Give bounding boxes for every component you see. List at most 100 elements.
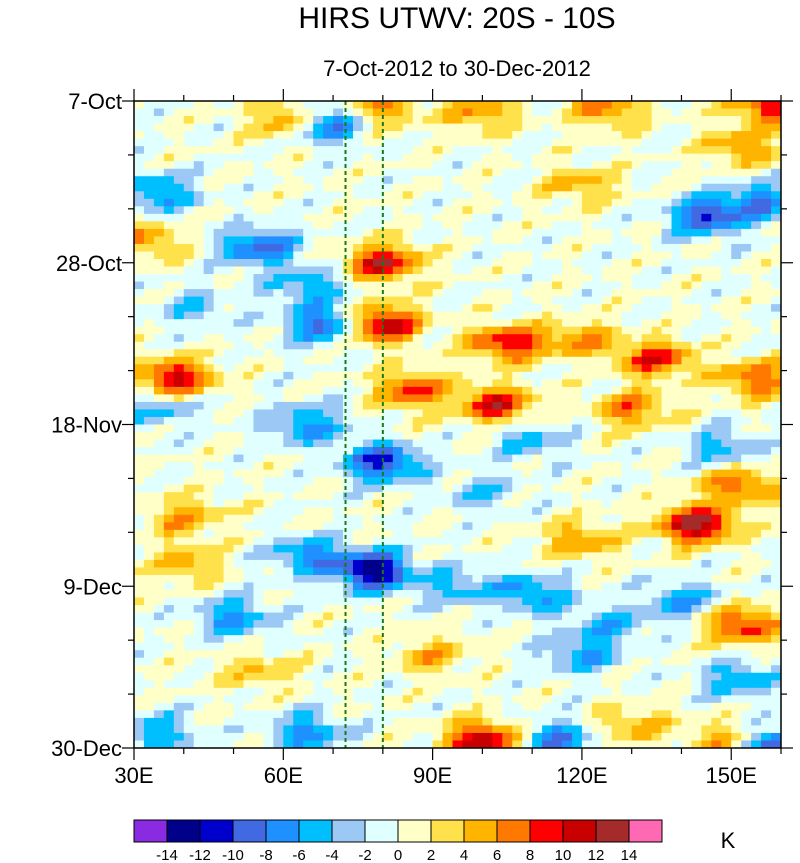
field-cell: [591, 394, 603, 403]
field-cell: [382, 559, 394, 569]
field-cell: [621, 424, 633, 433]
field-cell: [283, 537, 294, 546]
field-cell: [134, 364, 145, 373]
field-cell: [661, 319, 673, 328]
field-cell: [323, 161, 334, 170]
field-cell: [502, 574, 513, 584]
field-cell: [153, 590, 165, 599]
field-cell: [661, 529, 673, 538]
field-cell: [452, 484, 464, 493]
field-cell: [362, 371, 374, 380]
field-cell: [402, 289, 414, 298]
field-cell: [303, 176, 314, 185]
field-cell: [761, 394, 772, 403]
field-cell: [771, 326, 781, 335]
field-cell: [153, 131, 165, 140]
field-cell: [382, 394, 394, 403]
field-cell: [502, 620, 513, 629]
field-cell: [482, 153, 493, 162]
field-cell: [631, 296, 643, 305]
field-cell: [352, 447, 364, 456]
field-cell: [183, 590, 195, 599]
field-cell: [402, 627, 414, 636]
field-cell: [601, 454, 613, 463]
field-cell: [343, 191, 354, 200]
field-cell: [492, 123, 503, 132]
field-cell: [134, 657, 145, 666]
field-cell: [711, 597, 722, 606]
field-cell: [502, 243, 513, 253]
field-cell: [562, 153, 573, 162]
field-cell: [522, 101, 533, 110]
field-cell: [402, 477, 414, 486]
field-cell: [223, 349, 235, 358]
field-cell: [532, 537, 543, 546]
field-cell: [372, 371, 384, 380]
field-cell: [591, 514, 603, 523]
field-cell: [253, 371, 264, 380]
field-cell: [452, 597, 464, 606]
field-cell: [741, 289, 752, 298]
field-cell: [303, 642, 314, 651]
field-cell: [581, 266, 593, 275]
field-cell: [134, 183, 145, 192]
field-cell: [601, 620, 613, 629]
field-cell: [751, 567, 762, 576]
field-cell: [303, 221, 314, 230]
field-cell: [731, 131, 742, 140]
field-cell: [631, 499, 643, 508]
field-cell: [273, 146, 284, 155]
field-cell: [442, 650, 454, 659]
field-cell: [552, 394, 563, 403]
field-cell: [163, 492, 175, 501]
field-cell: [382, 123, 394, 132]
field-cell: [213, 138, 225, 147]
field-cell: [382, 439, 394, 448]
field-cell: [263, 559, 274, 569]
field-cell: [721, 469, 732, 478]
field-cell: [392, 138, 404, 147]
field-cell: [203, 424, 215, 433]
field-cell: [771, 567, 781, 576]
field-cell: [701, 138, 712, 147]
field-cell: [552, 499, 563, 508]
field-cell: [233, 499, 245, 508]
field-cell: [134, 439, 145, 448]
field-cell: [293, 161, 304, 170]
field-cell: [402, 529, 414, 538]
field-cell: [163, 243, 175, 253]
field-cell: [761, 341, 772, 350]
field-cell: [134, 492, 145, 501]
field-cell: [392, 341, 404, 350]
field-cell: [601, 228, 613, 238]
field-cell: [621, 559, 633, 569]
field-cell: [731, 289, 742, 298]
field-cell: [522, 146, 533, 155]
field-cell: [313, 326, 324, 335]
field-cell: [223, 567, 235, 576]
field-cell: [303, 364, 314, 373]
field-cell: [243, 477, 255, 486]
field-cell: [273, 492, 284, 501]
field-cell: [153, 334, 165, 343]
field-cell: [412, 274, 424, 283]
field-cell: [631, 379, 643, 388]
field-cell: [323, 477, 334, 486]
field-cell: [522, 319, 533, 328]
field-cell: [323, 123, 334, 132]
field-cell: [542, 153, 553, 162]
field-cell: [203, 116, 215, 125]
field-cell: [701, 522, 712, 531]
field-cell: [233, 289, 245, 298]
field-cell: [422, 191, 434, 200]
field-cell: [402, 605, 414, 614]
field-cell: [482, 552, 493, 561]
field-cell: [173, 108, 185, 117]
field-cell: [372, 138, 384, 147]
field-cell: [352, 499, 364, 508]
field-cell: [343, 371, 354, 380]
field-cell: [263, 507, 274, 516]
field-cell: [193, 484, 205, 493]
field-cell: [213, 116, 225, 125]
field-cell: [412, 379, 424, 388]
